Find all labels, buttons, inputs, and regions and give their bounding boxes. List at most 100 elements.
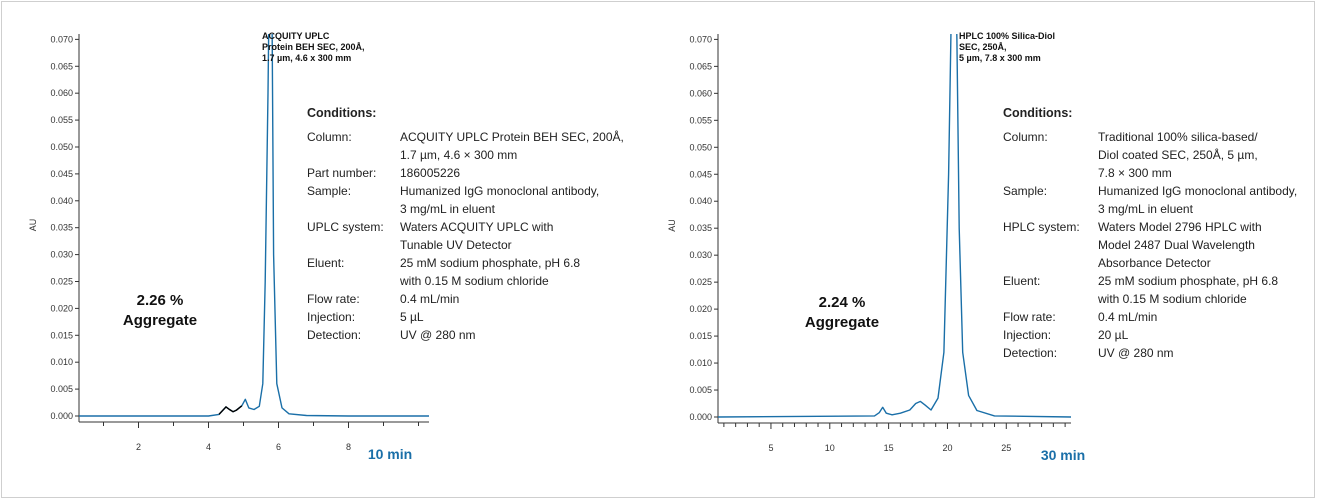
condition-key: Eluent: [307, 256, 345, 270]
condition-key: Sample: [307, 184, 352, 198]
y-tick-label: 0.040 [689, 196, 712, 206]
condition-row: Detection: UV @ 280 nm [307, 326, 642, 344]
condition-row: Eluent: 25 mM sodium phosphate, pH 6.8 wit… [307, 254, 642, 290]
condition-key: HPLC system: [1003, 220, 1080, 234]
column-label-line: Protein BEH SEC, 200Å, [262, 42, 365, 52]
condition-key: Flow rate: [1003, 310, 1056, 324]
condition-value: 5 µL [400, 308, 642, 326]
condition-value: 186005226 [400, 164, 642, 182]
column-label-line: HPLC 100% Silica-Diol [959, 31, 1056, 41]
y-tick-label: 0.030 [689, 250, 712, 260]
condition-value-line: 7.8 × 300 mm [1098, 166, 1172, 180]
aggregate-label: Aggregate [804, 314, 880, 331]
condition-value: 25 mM sodium phosphate, pH 6.8 with 0.15 … [400, 254, 642, 290]
condition-key: Eluent: [1003, 274, 1041, 288]
condition-value-line: with 0.15 M sodium chloride [1098, 292, 1247, 306]
y-tick-label: 0.010 [689, 358, 712, 368]
condition-key: Sample: [1003, 184, 1048, 198]
y-axis-title: AU [667, 219, 677, 232]
condition-row: Sample: Humanized IgG monoclonal antibody… [1003, 182, 1315, 218]
condition-row: Part number: 186005226 [307, 164, 642, 182]
x-tick-label: 6 [276, 442, 281, 452]
condition-row: Detection: UV @ 280 nm [1003, 344, 1315, 362]
conditions-title: Conditions: [307, 106, 377, 120]
condition-value: UV @ 280 nm [400, 326, 642, 344]
y-tick-label: 0.005 [689, 385, 712, 395]
condition-key: Injection: [307, 310, 356, 324]
condition-value-line: Model 2487 Dual Wavelength [1098, 238, 1255, 252]
y-tick-label: 0.045 [50, 169, 73, 179]
condition-value-line: Traditional 100% silica-based/ [1098, 130, 1258, 144]
y-tick-label: 0.045 [689, 169, 712, 179]
chromatogram-panel-hplc: 0.000 0.005 0.010 0.015 0.020 0.025 0.030 0.035… [662, 0, 1317, 500]
y-tick-label: 0.025 [689, 277, 712, 287]
condition-value-line: Tunable UV Detector [400, 238, 512, 252]
chromatogram-panel-uplc: 0.000 0.005 0.010 0.015 0.020 0.025 0.030 0.035… [0, 0, 650, 500]
y-tick-label: 0.065 [689, 61, 712, 71]
y-tick-label: 0.065 [50, 61, 73, 71]
condition-key: Flow rate: [307, 292, 360, 306]
condition-value: ACQUITY UPLC Protein BEH SEC, 200Å, 1.7 µ… [400, 128, 642, 164]
condition-value: UV @ 280 nm [1098, 344, 1315, 362]
condition-value: 20 µL [1098, 326, 1315, 344]
conditions-block-uplc: Conditions: Column: ACQUITY UPLC Protein … [307, 106, 642, 344]
y-tick-label: 0.040 [50, 196, 73, 206]
y-tick-label: 0.025 [50, 276, 73, 286]
y-tick-label: 0.010 [50, 357, 73, 367]
condition-value: Traditional 100% silica-based/Diol coate… [1098, 128, 1315, 182]
condition-row: Flow rate: 0.4 mL/min [307, 290, 642, 308]
condition-value-line: UV @ 280 nm [1098, 346, 1174, 360]
condition-value-line: 25 mM sodium phosphate, pH 6.8 [1098, 274, 1279, 288]
condition-value-line: 3 mg/mL in eluent [1098, 202, 1193, 216]
x-tick-label: 15 [884, 443, 894, 453]
y-tick-label: 0.020 [50, 303, 73, 313]
condition-key: Part number: [307, 166, 377, 180]
condition-value: Waters ACQUITY UPLC with Tunable UV Detec… [400, 218, 642, 254]
y-tick-label: 0.020 [689, 304, 712, 314]
y-tick-label: 0.070 [50, 34, 73, 44]
y-tick-label: 0.005 [50, 384, 73, 394]
x-tick-label: 20 [942, 443, 952, 453]
chromatogram-chart-uplc: 0.000 0.005 0.010 0.015 0.020 0.025 0.030 0.035… [28, 34, 429, 462]
condition-value-line: Diol coated SEC, 250Å, 5 µm, [1098, 148, 1258, 162]
y-axis-title: AU [28, 219, 38, 232]
conditions-block-hplc: Conditions: Column: Traditional 100% sili… [1003, 106, 1315, 362]
condition-value-line: Waters Model 2796 HPLC with [1098, 220, 1262, 234]
condition-value-line: UV @ 280 nm [400, 328, 476, 342]
condition-value-line: Waters ACQUITY UPLC with [400, 220, 554, 234]
x-tick-label: 10 [825, 443, 835, 453]
condition-key: Column: [307, 130, 352, 144]
aggregate-highlight-trace [218, 405, 243, 415]
y-tick-label: 0.060 [50, 88, 73, 98]
x-tick-label: 4 [206, 442, 211, 452]
condition-value-line: 3 mg/mL in eluent [400, 202, 495, 216]
aggregate-label: Aggregate [122, 312, 198, 329]
x-unit-label: 10 min [368, 446, 412, 462]
chromatogram-trace [718, 34, 1071, 418]
aggregate-annotation-uplc: 2.26 % Aggregate [95, 291, 225, 331]
condition-row: Flow rate: 0.4 mL/min [1003, 308, 1315, 326]
conditions-title: Conditions: [1003, 106, 1073, 120]
x-tick-label: 2 [136, 442, 141, 452]
condition-value-line: 20 µL [1098, 328, 1129, 342]
condition-value-line: 0.4 mL/min [400, 292, 460, 306]
condition-value-line: 5 µL [400, 310, 424, 324]
condition-row: Eluent: 25 mM sodium phosphate, pH 6.8 wit… [1003, 272, 1315, 308]
x-tick-label: 8 [346, 442, 351, 452]
condition-value: Humanized IgG monoclonal antibody, 3 mg/m… [400, 182, 642, 218]
chromatogram-chart-hplc: 0.000 0.005 0.010 0.015 0.020 0.025 0.030 0.035… [667, 34, 1085, 463]
aggregate-percent: 2.26 % [136, 292, 184, 309]
y-tick-label: 0.060 [689, 88, 712, 98]
condition-value-line: 1.7 µm, 4.6 × 300 mm [400, 148, 518, 162]
y-tick-label: 0.000 [50, 411, 73, 421]
y-tick-label: 0.035 [689, 223, 712, 233]
series-group [79, 34, 429, 417]
condition-row: Injection: 5 µL [307, 308, 642, 326]
condition-key: Detection: [307, 328, 362, 342]
condition-key: Detection: [1003, 346, 1058, 360]
condition-value-line: 186005226 [400, 166, 461, 180]
y-tick-label: 0.015 [689, 331, 712, 341]
column-label-line: 1.7 µm, 4.6 x 300 mm [262, 53, 352, 63]
condition-value-line: with 0.15 M sodium chloride [400, 274, 549, 288]
